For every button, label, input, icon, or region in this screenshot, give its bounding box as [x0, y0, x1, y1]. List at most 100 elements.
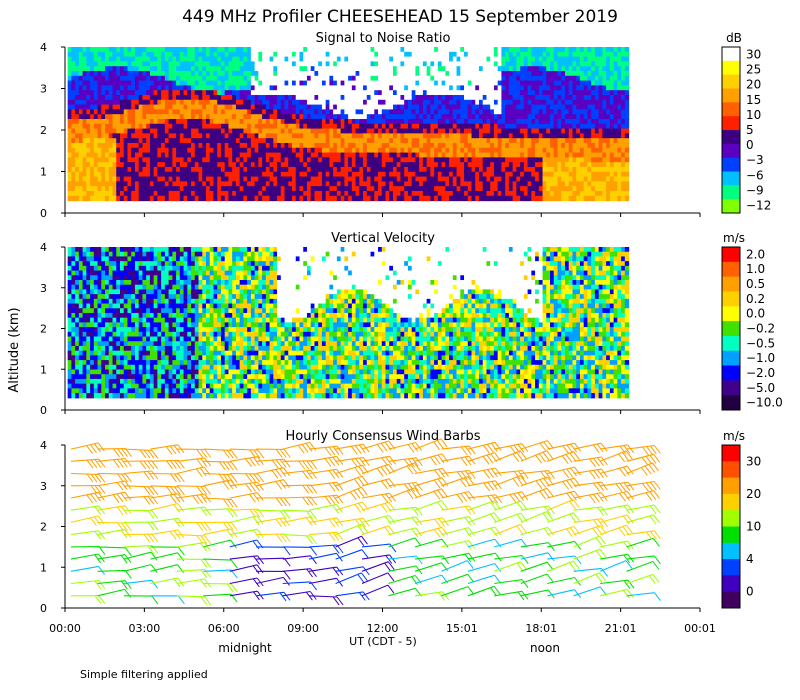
heatmap-cell — [277, 186, 282, 192]
heatmap-cell — [198, 75, 203, 82]
heatmap-cell — [112, 166, 117, 173]
heatmap-cell — [161, 66, 166, 72]
heatmap-cell — [340, 80, 345, 86]
heatmap-cell — [303, 90, 308, 96]
heatmap-cell — [591, 162, 596, 168]
heatmap-cell — [306, 190, 312, 197]
colorbar-segment — [722, 88, 740, 103]
heatmap-cell — [329, 162, 334, 168]
heatmap-cell — [598, 80, 603, 86]
heatmap-cell — [86, 75, 91, 82]
heatmap-cell — [344, 109, 349, 115]
heatmap-cell — [576, 118, 581, 125]
heatmap-cell — [344, 142, 349, 149]
heatmap-cell — [340, 195, 345, 202]
heatmap-cell — [542, 123, 547, 130]
heatmap-cell — [471, 186, 476, 192]
heatmap-cell — [318, 152, 323, 158]
heatmap-cell — [97, 80, 102, 86]
heatmap-cell — [71, 294, 76, 300]
heatmap-cell — [475, 171, 480, 178]
heatmap-cell — [550, 70, 555, 77]
heatmap-cell — [613, 66, 618, 72]
heatmap-cell — [482, 90, 488, 96]
heatmap-cell — [202, 109, 207, 115]
heatmap-cell — [583, 109, 589, 115]
heatmap-cell — [120, 147, 125, 154]
heatmap-cell — [82, 85, 87, 91]
heatmap-cell — [269, 128, 274, 134]
heatmap-cell — [404, 152, 409, 158]
heatmap-cell — [464, 147, 469, 154]
heatmap-cell — [602, 157, 607, 163]
heatmap-cell — [97, 66, 102, 72]
heatmap-cell — [217, 75, 222, 82]
heatmap-cell — [430, 186, 435, 192]
heatmap-cell — [366, 118, 372, 125]
heatmap-cell — [538, 66, 544, 72]
heatmap-cell — [71, 109, 76, 115]
heatmap-cell — [206, 147, 211, 154]
heatmap-cell — [142, 147, 147, 154]
heatmap-cell — [512, 128, 517, 134]
heatmap-cell — [557, 176, 562, 182]
heatmap-cell — [598, 128, 603, 134]
heatmap-cell — [359, 157, 364, 163]
heatmap-cell — [299, 142, 304, 149]
heatmap-cell — [456, 166, 461, 173]
heatmap-cell — [179, 147, 185, 154]
heatmap-cell — [486, 166, 491, 173]
heatmap-cell — [572, 147, 577, 154]
heatmap-cell — [344, 61, 349, 67]
heatmap-cell — [445, 104, 450, 110]
heatmap-cell — [561, 118, 566, 125]
heatmap-cell — [419, 114, 424, 120]
heatmap-cell — [284, 152, 289, 158]
heatmap-cell — [366, 128, 372, 134]
heatmap-cell — [355, 142, 360, 149]
heatmap-cell — [527, 56, 532, 62]
heatmap-cell — [467, 138, 473, 144]
heatmap-cell — [71, 47, 76, 53]
heatmap-cell — [407, 109, 413, 115]
heatmap-cell — [475, 56, 480, 62]
heatmap-cell — [217, 190, 222, 197]
heatmap-cell — [120, 176, 125, 182]
heatmap-cell — [419, 171, 424, 178]
heatmap-cell — [153, 195, 158, 202]
heatmap-cell — [568, 56, 574, 62]
heatmap-cell — [624, 75, 630, 82]
heatmap-cell — [333, 104, 338, 110]
heatmap-cell — [452, 94, 458, 101]
heatmap-cell — [460, 138, 465, 144]
heatmap-cell — [142, 171, 147, 178]
heatmap-cell — [265, 114, 271, 120]
heatmap-cell — [295, 162, 301, 168]
heatmap-cell — [374, 114, 379, 120]
heatmap-cell — [564, 190, 570, 197]
heatmap-cell — [179, 114, 185, 120]
heatmap-cell — [209, 104, 215, 110]
heatmap-cell — [299, 181, 304, 187]
heatmap-cell — [381, 114, 387, 120]
heatmap-cell — [385, 47, 390, 53]
heatmap-cell — [318, 94, 323, 101]
heatmap-cell — [318, 118, 323, 125]
heatmap-cell — [467, 104, 473, 110]
heatmap-cell — [523, 181, 529, 187]
heatmap-cell — [396, 90, 402, 96]
heatmap-cell — [550, 90, 555, 96]
heatmap-cell — [164, 104, 170, 110]
heatmap-cell — [445, 133, 450, 139]
heatmap-cell — [108, 176, 114, 182]
heatmap-cell — [146, 181, 151, 187]
heatmap-cell — [430, 75, 435, 82]
heatmap-cell — [546, 56, 551, 62]
heatmap-cell — [606, 181, 611, 187]
heatmap-cell — [546, 75, 551, 82]
heatmap-cell — [564, 104, 570, 110]
heatmap-cell — [490, 186, 495, 192]
heatmap-cell — [516, 171, 521, 178]
heatmap-cell — [467, 142, 473, 149]
heatmap-cell — [198, 123, 203, 130]
